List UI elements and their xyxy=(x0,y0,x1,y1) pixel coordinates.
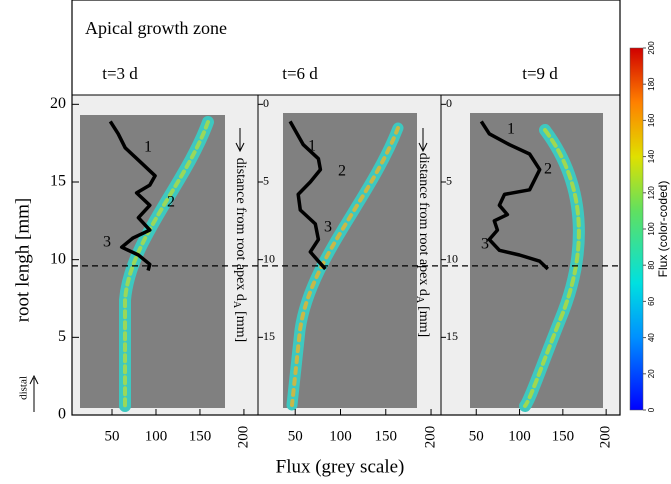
colorbar-label: Flux (color-coded) xyxy=(656,181,670,278)
panel-title: t=3 d xyxy=(102,64,138,83)
y2-tick-label: 10 xyxy=(263,251,275,265)
y2-label-unit: [mm] xyxy=(416,306,431,337)
distal-arrow xyxy=(29,374,39,412)
x-tick-label: 100 xyxy=(508,428,531,444)
y-tick-label: 5 xyxy=(58,328,66,345)
x-tick-label: 150 xyxy=(552,428,575,444)
curve-label: 3 xyxy=(103,234,111,251)
distal-label: distal xyxy=(18,376,30,400)
curve-label: 1 xyxy=(507,121,515,138)
root-overlay xyxy=(119,116,585,412)
colorbar-tick-label: 180 xyxy=(647,77,656,91)
x-tick-label: 200 xyxy=(235,426,251,449)
x-tick-label: 50 xyxy=(288,428,303,444)
colorbar-tick-label: 80 xyxy=(647,260,656,269)
panel-title: t=9 d xyxy=(522,64,558,83)
figure-title: Apical growth zone xyxy=(85,18,227,38)
colorbar-tick-label: 40 xyxy=(647,333,656,342)
curve-label: 3 xyxy=(324,219,332,236)
colorbar-tick-label: 120 xyxy=(647,186,656,200)
curve-label: 3 xyxy=(481,236,489,253)
x-tick-label: 150 xyxy=(375,428,398,444)
x-tick-label: 150 xyxy=(189,428,212,444)
colorbar-tick-label: 20 xyxy=(647,369,656,378)
y2-tick-label: 0 xyxy=(446,96,452,110)
y2-label-text: distance from root apex d xyxy=(233,158,248,301)
colorbar-tick-label: 140 xyxy=(647,149,656,163)
y2-tick-label: 15 xyxy=(263,329,275,343)
curve-label: 2 xyxy=(338,163,346,180)
root-image xyxy=(80,115,225,408)
flux-profile xyxy=(288,120,327,271)
y2-tick-label: 15 xyxy=(446,329,458,343)
y-tick-label: 10 xyxy=(50,250,66,267)
x-tick-label: 100 xyxy=(329,428,352,444)
y2-arrow xyxy=(418,128,428,153)
curve-label: 1 xyxy=(144,139,152,156)
y2-label-text: distance from root apex d xyxy=(416,153,431,296)
curve-label: 1 xyxy=(308,138,316,155)
y2-axis-label: distance from root apex dA [mm] xyxy=(231,158,248,342)
colorbar-tick-label: 100 xyxy=(647,222,656,236)
colorbar xyxy=(629,47,644,411)
root-image xyxy=(283,113,417,408)
y-axis-label: root lengh [mm] xyxy=(12,198,33,323)
x-tick-label: 100 xyxy=(145,428,168,444)
x-tick-label: 50 xyxy=(469,428,484,444)
x-axis-label: Flux (grey scale) xyxy=(276,456,405,477)
y2-axis-label: distance from root apex dA [mm] xyxy=(414,153,431,337)
y2-tick-label: 10 xyxy=(446,251,458,265)
y2-label-sub: A xyxy=(414,296,425,304)
panel-title: t=6 d xyxy=(282,64,318,83)
outer-frame xyxy=(71,0,621,416)
x-tick-label: 200 xyxy=(422,426,438,449)
y-tick-label: 20 xyxy=(50,95,66,112)
curve-label: 2 xyxy=(544,161,552,178)
flux-profile xyxy=(479,120,550,271)
colorbar-tick-label: 200 xyxy=(647,41,656,55)
y2-label-sub: A xyxy=(231,301,242,309)
y2-tick-label: 0 xyxy=(263,96,269,110)
y2-tick-label: 5 xyxy=(446,174,452,188)
x-tick-label: 200 xyxy=(598,426,614,449)
colorbar-tick-label: 160 xyxy=(647,113,656,127)
y2-tick-label: 5 xyxy=(263,174,269,188)
flux-profile xyxy=(108,120,157,271)
colorbar-tick-label: 0 xyxy=(647,407,656,412)
y2-arrow xyxy=(235,128,245,153)
curve-label: 2 xyxy=(167,194,175,211)
x-tick-label: 50 xyxy=(105,428,120,444)
y-tick-label: 15 xyxy=(50,173,66,190)
colorbar-tick-label: 60 xyxy=(647,296,656,305)
y-tick-label: 0 xyxy=(58,406,66,423)
y2-label-unit: [mm] xyxy=(233,311,248,342)
